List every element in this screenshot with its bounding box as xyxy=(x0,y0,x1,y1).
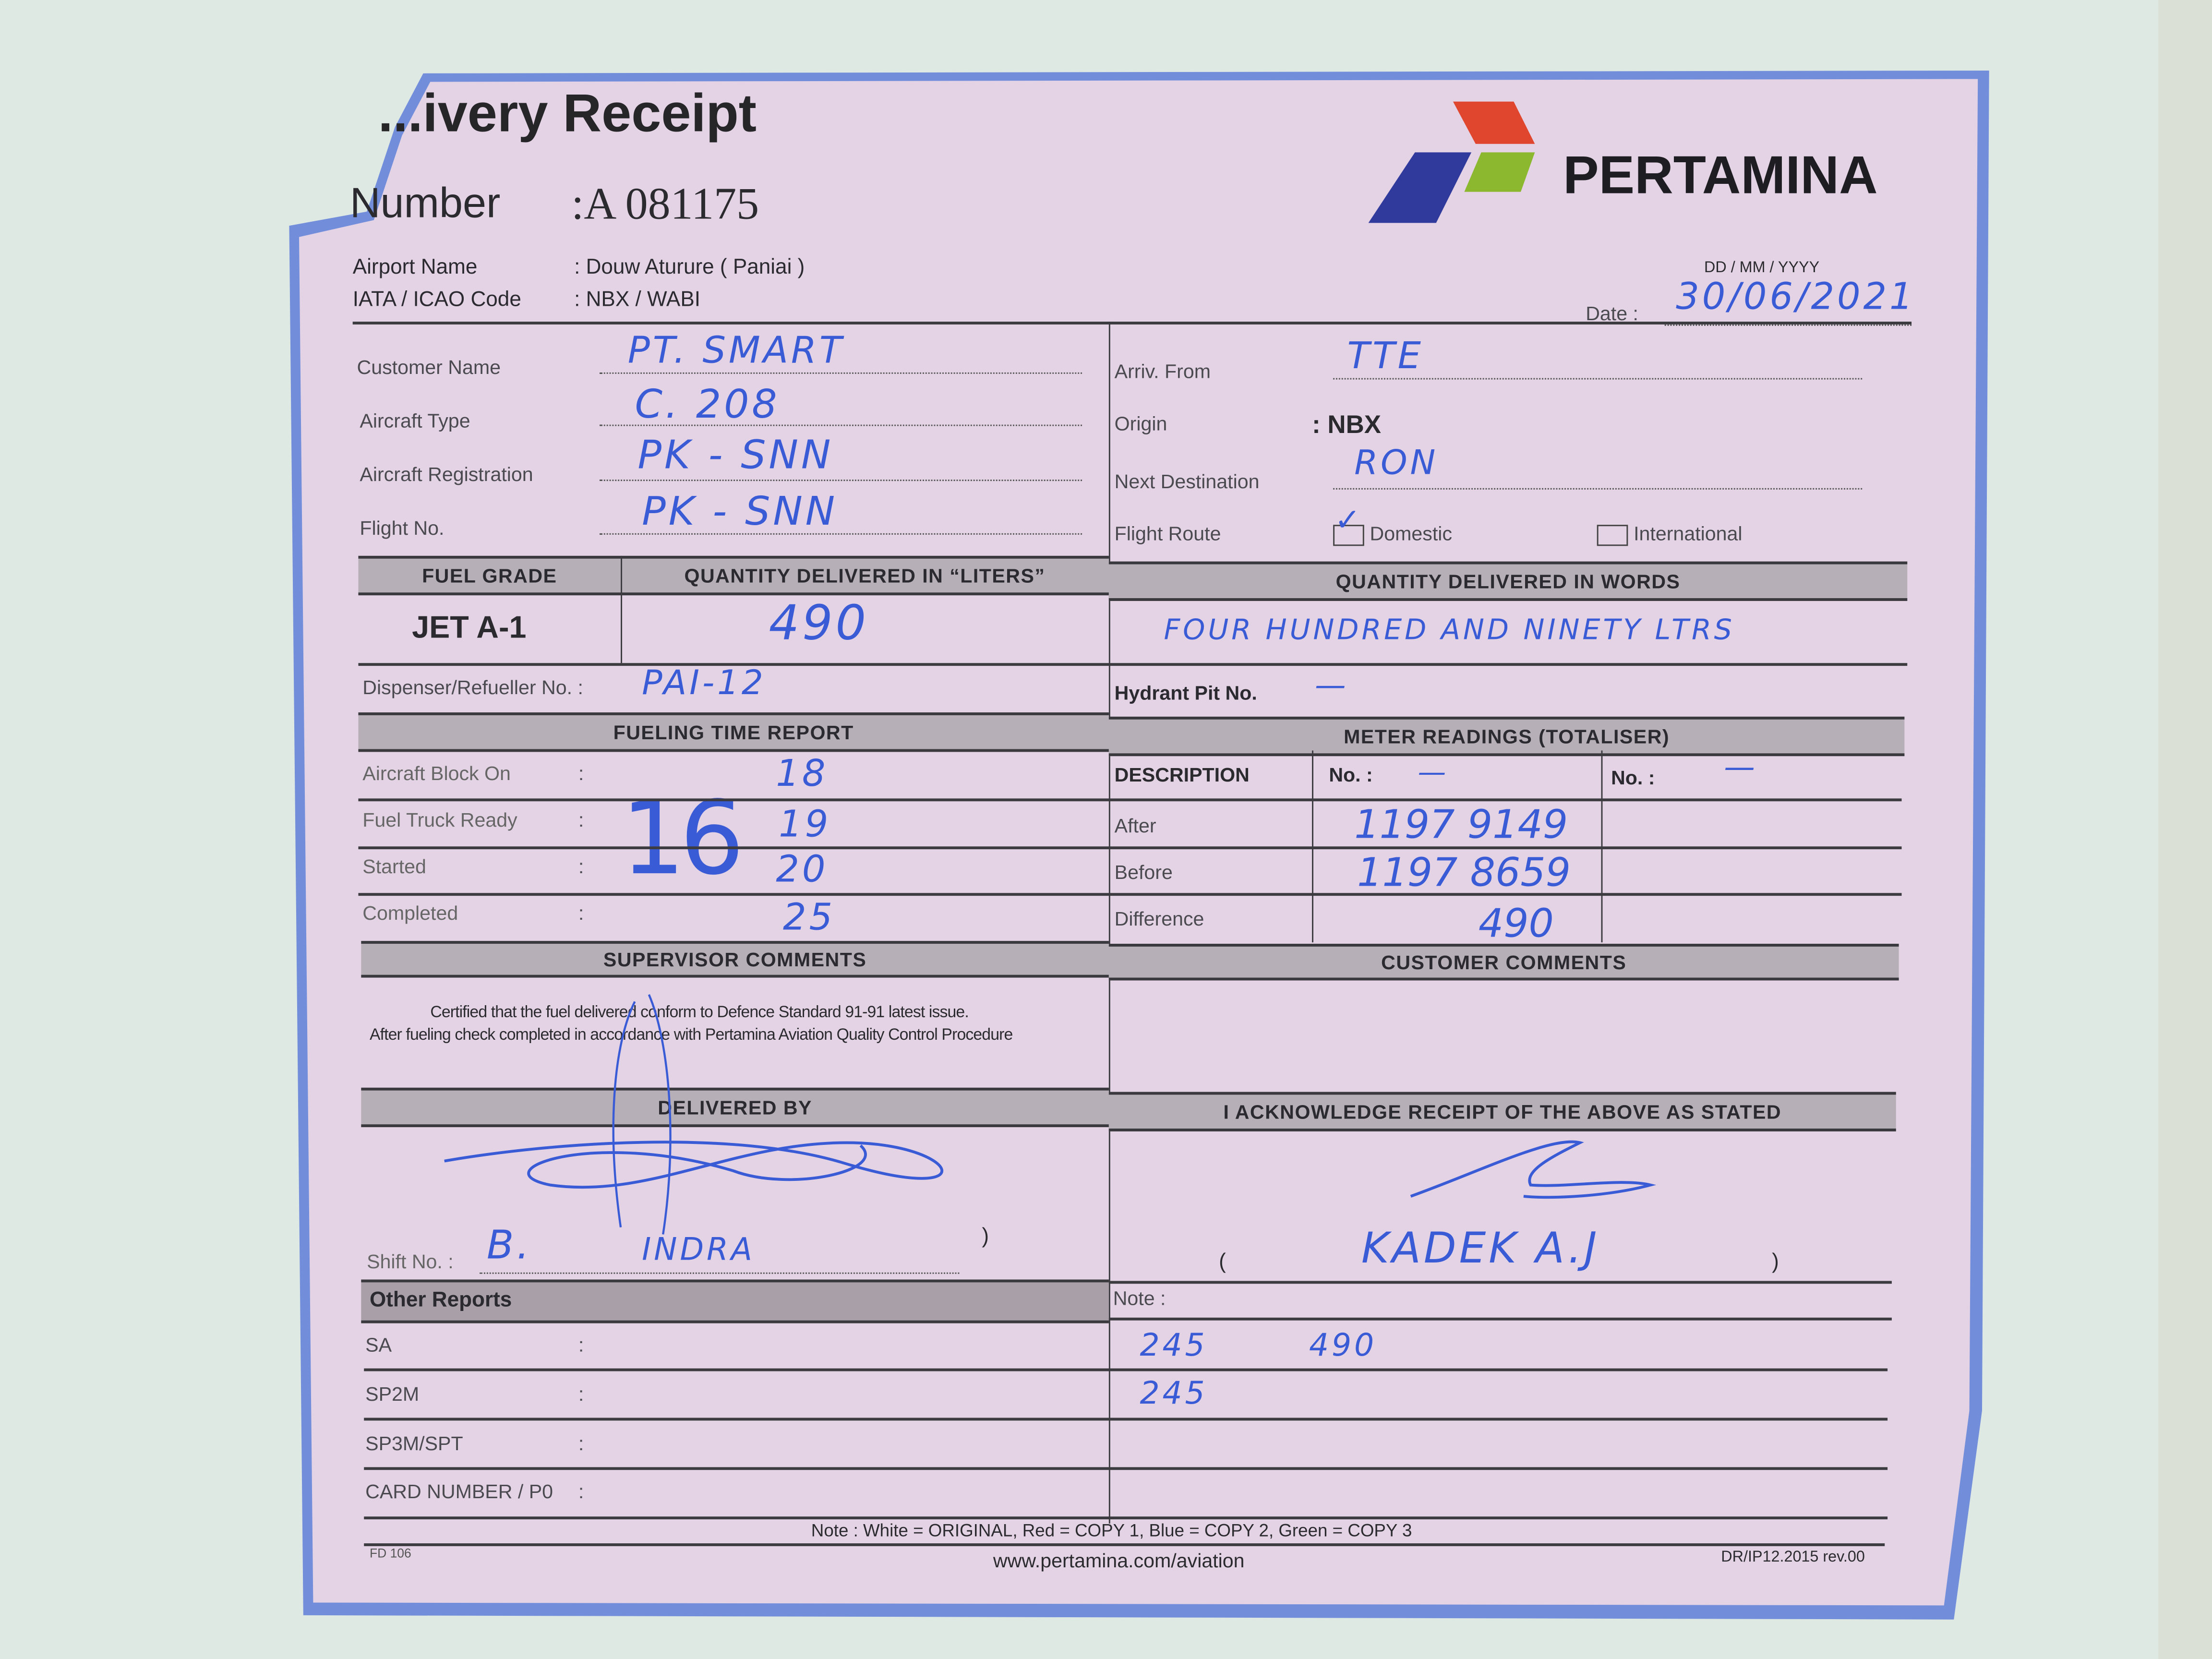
time-value: 20 xyxy=(776,849,829,892)
report-note: 245 xyxy=(1140,1377,1208,1412)
customer-name-label: Customer Name xyxy=(357,355,501,378)
brand-name: PERTAMINA xyxy=(1563,146,1878,206)
shift-no-label: Shift No. : xyxy=(367,1250,454,1273)
aircraft-type-label: Aircraft Type xyxy=(360,409,470,432)
acknowledge-header: I ACKNOWLEDGE RECEIPT OF THE ABOVE AS ST… xyxy=(1108,1092,1896,1131)
qty-liters-value: 490 xyxy=(769,595,869,652)
number-label: Number xyxy=(349,180,501,228)
document-title: ...ivery Receipt xyxy=(378,84,757,144)
description-label: DESCRIPTION xyxy=(1114,763,1250,786)
deliverer-close-paren: ) xyxy=(982,1224,989,1249)
deliverer-name: INDRA xyxy=(642,1233,755,1268)
dispenser-value: PAI-12 xyxy=(642,663,766,703)
report-label: SA xyxy=(365,1333,392,1356)
delivered-by-header: DELIVERED BY xyxy=(361,1087,1109,1128)
report-note: 245 490 xyxy=(1140,1329,1377,1364)
time-value: 18 xyxy=(776,753,829,796)
certification-line-1: Certified that the fuel delivered confor… xyxy=(430,1004,969,1022)
time-label: Started xyxy=(362,854,426,878)
shift-no-value: B. xyxy=(486,1221,532,1268)
domestic-label: Domestic xyxy=(1370,522,1453,545)
qty-liters-header: QUANTITY DELIVERED IN “LITERS” xyxy=(621,555,1109,596)
flight-no-label: Flight No. xyxy=(360,516,445,539)
meter-label: Difference xyxy=(1114,907,1204,930)
supervisor-comments-header: SUPERVISOR COMMENTS xyxy=(361,941,1109,978)
meter-no1-value: — xyxy=(1418,755,1449,789)
report-label: CARD NUMBER / P0 xyxy=(365,1479,553,1503)
iata-value: : NBX / WABI xyxy=(574,288,701,312)
meter-no2-value: — xyxy=(1724,750,1758,786)
meter-value: 1197 8659 xyxy=(1357,849,1571,896)
arriv-from-value: TTE xyxy=(1347,336,1424,378)
qty-words-value: FOUR HUNDRED AND NINETY LTRS xyxy=(1164,612,1735,646)
fueling-hour: 16 xyxy=(621,779,744,898)
meter-value: 1197 9149 xyxy=(1354,801,1568,848)
airport-label: Airport Name xyxy=(352,255,478,279)
meter-readings-header: METER READINGS (TOTALISER) xyxy=(1108,716,1905,757)
next-destination-value: RON xyxy=(1354,443,1439,483)
checkbox-checked-icon: ✓ xyxy=(1333,504,1364,546)
form-code: FD 106 xyxy=(369,1546,411,1561)
arriv-from-label: Arriv. From xyxy=(1114,360,1211,383)
time-label: Fuel Truck Ready xyxy=(362,808,517,831)
airport-value: : Douw Aturure ( Paniai ) xyxy=(574,255,805,279)
qty-words-header: QUANTITY DELIVERED IN WORDS xyxy=(1108,561,1908,601)
flight-route-label: Flight Route xyxy=(1114,522,1221,545)
origin-label: Origin xyxy=(1114,412,1167,435)
domestic-checkbox[interactable]: ✓ Domestic xyxy=(1333,504,1453,546)
report-label: SP3M/SPT xyxy=(365,1431,463,1455)
meter-no2-label: No. : xyxy=(1611,766,1655,789)
receiver-close-paren: ) xyxy=(1772,1250,1779,1274)
time-value: 19 xyxy=(779,804,831,847)
meter-value: 490 xyxy=(1478,900,1554,947)
flight-no-value: PK - SNN xyxy=(642,488,838,535)
fueling-time-header: FUELING TIME REPORT xyxy=(358,712,1109,752)
receiver-signature xyxy=(1410,1140,1651,1199)
other-reports-title: Other Reports xyxy=(369,1288,512,1312)
receipt-number: :A 081175 xyxy=(571,178,759,229)
pertamina-logo-icon xyxy=(1368,101,1535,223)
other-reports-header: Other Reports xyxy=(361,1279,1109,1323)
date-value: 30/06/2021 xyxy=(1676,276,1916,319)
customer-name-value: PT. SMART xyxy=(627,330,845,373)
date-format-hint: DD / MM / YYYY xyxy=(1704,259,1820,277)
form-revision: DR/IP12.2015 rev.00 xyxy=(1721,1549,1865,1566)
receiver-name: KADEK A.J xyxy=(1361,1224,1600,1274)
aircraft-registration-label: Aircraft Registration xyxy=(360,462,533,485)
international-label: International xyxy=(1634,522,1743,545)
receiver-open-paren: ( xyxy=(1219,1250,1226,1274)
time-label: Aircraft Block On xyxy=(362,761,511,784)
checkbox-empty-icon xyxy=(1597,524,1628,546)
note-label: Note : xyxy=(1113,1286,1166,1310)
international-checkbox[interactable]: International xyxy=(1597,522,1743,546)
dispenser-label: Dispenser/Refueller No. : xyxy=(362,675,583,698)
meter-label: Before xyxy=(1114,860,1173,883)
fuel-grade-header: FUEL GRADE xyxy=(358,555,621,596)
date-label: Date : xyxy=(1586,301,1638,325)
time-value: 25 xyxy=(783,897,836,940)
pertamina-url[interactable]: www.pertamina.com/aviation xyxy=(993,1549,1245,1572)
origin-value: : NBX xyxy=(1312,410,1382,439)
copy-color-note: Note : White = ORIGINAL, Red = COPY 1, B… xyxy=(811,1521,1412,1541)
deliverer-signature xyxy=(444,994,944,1235)
hydrant-label: Hydrant Pit No. xyxy=(1114,681,1257,704)
meter-no1-label: No. : xyxy=(1329,763,1373,786)
next-destination-label: Next Destination xyxy=(1114,469,1260,493)
iata-label: IATA / ICAO Code xyxy=(352,288,521,312)
hydrant-value: — xyxy=(1314,668,1349,704)
time-label: Completed xyxy=(362,901,458,924)
fuel-grade-value: JET A-1 xyxy=(412,609,527,645)
report-label: SP2M xyxy=(365,1382,420,1406)
meter-label: After xyxy=(1114,814,1156,837)
aircraft-registration-value: PK - SNN xyxy=(637,432,834,479)
certification-line-2: After fueling check completed in accorda… xyxy=(369,1027,1013,1044)
aircraft-type-value: C. 208 xyxy=(635,381,780,428)
customer-comments-header: CUSTOMER COMMENTS xyxy=(1108,944,1899,981)
